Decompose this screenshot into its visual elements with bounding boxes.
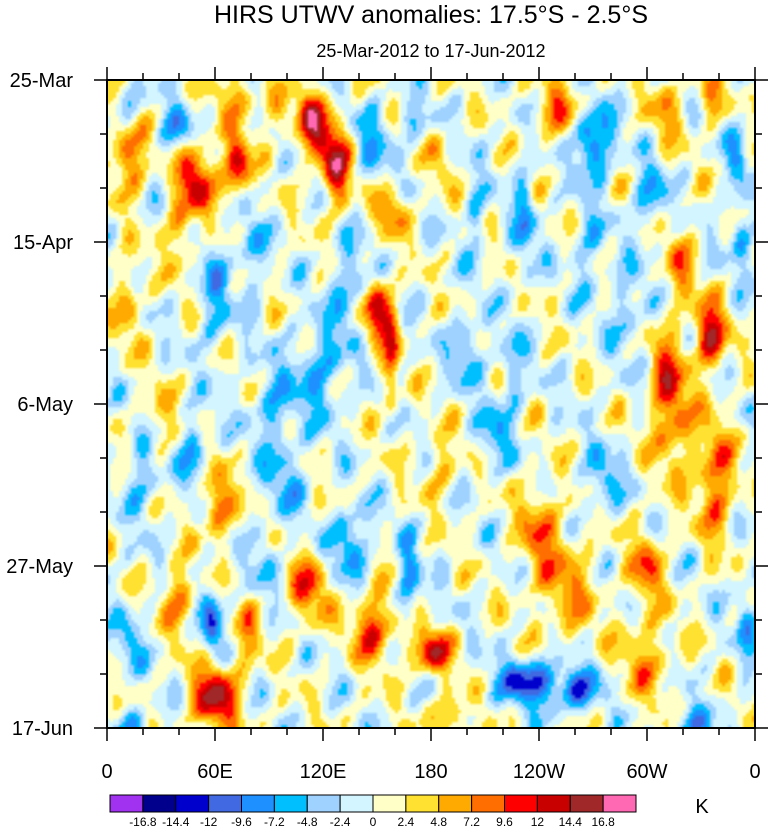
y-axis-labels: 25-Mar 15-Apr 6-May 27-May 17-Jun bbox=[6, 70, 73, 740]
colorbar-swatch bbox=[405, 794, 440, 813]
y-tick-label: 25-Mar bbox=[10, 70, 74, 92]
colorbar-label: 7.2 bbox=[463, 815, 480, 829]
colorbar-label: -2.4 bbox=[330, 815, 351, 829]
colorbar-label: 16.8 bbox=[591, 815, 615, 829]
colorbar-swatch bbox=[602, 794, 637, 813]
y-tick-label: 17-Jun bbox=[12, 718, 73, 740]
colorbar-swatch bbox=[471, 794, 505, 813]
anomaly-field bbox=[107, 80, 755, 728]
colorbar-swatch bbox=[504, 794, 538, 813]
colorbar-label: -12 bbox=[200, 815, 218, 829]
chart-subtitle: 25-Mar-2012 to 17-Jun-2012 bbox=[316, 41, 545, 61]
colorbar-unit: K bbox=[695, 796, 709, 818]
x-axis-labels: 0 60E 120E 180 120W 60W 0 bbox=[101, 761, 760, 783]
y-tick-label: 6-May bbox=[17, 394, 73, 416]
x-tick-label: 180 bbox=[414, 761, 447, 783]
colorbar-swatch bbox=[175, 794, 210, 813]
x-tick-label: 120W bbox=[513, 761, 565, 783]
colorbar-label: 12 bbox=[531, 815, 545, 829]
plot-area bbox=[107, 80, 755, 728]
colorbar-label: -7.2 bbox=[264, 815, 285, 829]
colorbar: -16.8 -14.4 -12 -9.6 -7.2 -4.8 -2.4 0 2.4 4.8 7.2 9… bbox=[109, 794, 709, 829]
colorbar-swatch bbox=[241, 794, 275, 813]
colorbar-label: -14.4 bbox=[162, 815, 190, 829]
colorbar-swatch bbox=[372, 794, 407, 813]
colorbar-label: 0 bbox=[370, 815, 377, 829]
colorbar-swatch bbox=[208, 794, 242, 813]
colorbar-swatch bbox=[273, 794, 308, 813]
colorbar-swatch bbox=[339, 794, 374, 813]
colorbar-label: 2.4 bbox=[398, 815, 415, 829]
x-tick-label: 60E bbox=[197, 761, 233, 783]
colorbar-swatch bbox=[569, 794, 604, 813]
axis-ticks bbox=[94, 67, 768, 741]
x-tick-label: 0 bbox=[749, 761, 760, 783]
colorbar-swatch bbox=[536, 794, 571, 813]
colorbar-label: -4.8 bbox=[297, 815, 318, 829]
x-tick-label: 0 bbox=[101, 761, 112, 783]
colorbar-label: 9.6 bbox=[496, 815, 513, 829]
colorbar-swatch bbox=[142, 794, 177, 813]
colorbar-label: 14.4 bbox=[559, 815, 583, 829]
colorbar-swatch bbox=[109, 794, 144, 813]
chart-title: HIRS UTWV anomalies: 17.5°S - 2.5°S bbox=[214, 1, 648, 29]
colorbar-swatch bbox=[438, 794, 473, 813]
x-tick-label: 120E bbox=[300, 761, 347, 783]
colorbar-swatch bbox=[306, 794, 341, 813]
colorbar-label: -9.6 bbox=[231, 815, 252, 829]
colorbar-label: -16.8 bbox=[129, 815, 157, 829]
colorbar-label: 4.8 bbox=[430, 815, 447, 829]
x-tick-label: 60W bbox=[626, 761, 667, 783]
y-tick-label: 15-Apr bbox=[13, 232, 73, 254]
y-tick-label: 27-May bbox=[6, 556, 73, 578]
